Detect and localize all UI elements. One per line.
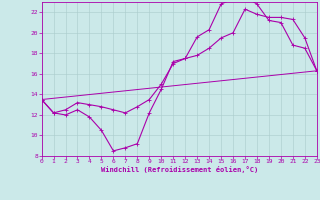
X-axis label: Windchill (Refroidissement éolien,°C): Windchill (Refroidissement éolien,°C) bbox=[100, 166, 258, 173]
